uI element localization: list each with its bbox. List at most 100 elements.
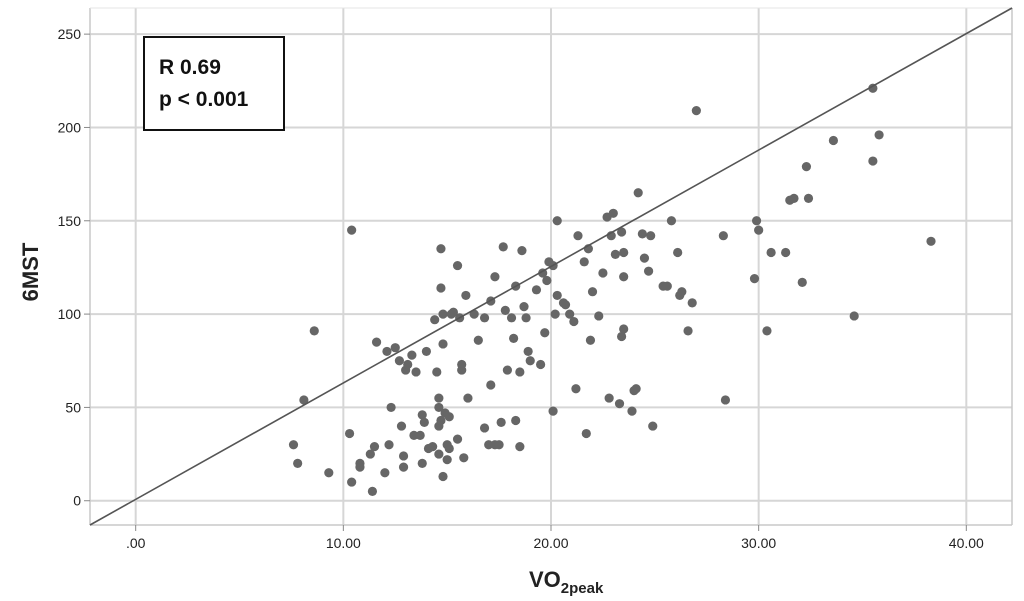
data-point <box>390 343 400 353</box>
data-point <box>560 300 571 310</box>
data-point <box>610 249 620 259</box>
data-point <box>639 253 650 263</box>
data-point <box>421 346 432 357</box>
data-point <box>587 287 598 297</box>
data-point <box>579 257 589 267</box>
data-point <box>288 440 299 450</box>
x-tick-label: 40.00 <box>949 535 984 551</box>
data-point <box>434 402 444 413</box>
data-point <box>573 231 583 241</box>
data-point <box>617 331 627 342</box>
data-point <box>523 346 533 357</box>
data-point <box>749 274 760 284</box>
y-axis-title: 6MST <box>18 242 43 301</box>
data-point <box>479 423 490 433</box>
grid-lines <box>90 8 1012 525</box>
data-point <box>407 350 417 360</box>
x-tick-label: 30.00 <box>741 535 776 551</box>
data-point <box>344 428 355 439</box>
data-point <box>490 272 500 282</box>
data-point <box>498 242 508 252</box>
data-point <box>666 216 677 226</box>
data-point <box>384 440 394 450</box>
data-point <box>324 468 334 478</box>
data-point <box>309 326 319 336</box>
data-point <box>519 302 529 312</box>
data-point <box>452 260 463 271</box>
data-point <box>496 417 506 427</box>
data-point <box>502 365 512 375</box>
data-point <box>461 290 471 301</box>
statistics-annotation-box: R 0.69 p < 0.001 <box>143 36 285 131</box>
data-point <box>619 247 629 258</box>
data-point <box>415 430 425 441</box>
data-point <box>542 275 552 286</box>
data-point <box>398 462 409 472</box>
data-point <box>463 393 473 403</box>
data-point <box>419 417 429 427</box>
data-point <box>382 346 392 357</box>
data-point <box>500 305 510 315</box>
data-point <box>565 309 575 319</box>
y-tick-labels: 0 50 100 150 200 250 <box>58 26 82 509</box>
data-point <box>380 468 390 478</box>
data-point <box>585 335 596 345</box>
data-point <box>594 311 604 321</box>
data-point <box>619 324 629 334</box>
data-points <box>288 83 936 497</box>
data-point <box>789 193 799 203</box>
x-tick-labels: .00 10.00 20.00 30.00 40.00 <box>126 535 984 551</box>
data-point <box>444 412 454 422</box>
data-point <box>473 335 483 345</box>
data-point <box>751 216 762 226</box>
data-point <box>494 440 504 450</box>
correlation-r-label: R 0.69 <box>159 56 221 79</box>
data-point <box>718 231 728 241</box>
data-point <box>438 309 448 319</box>
data-point <box>691 106 701 116</box>
data-point <box>762 326 772 336</box>
data-point <box>398 451 409 461</box>
data-point <box>293 458 303 469</box>
data-point <box>926 236 936 246</box>
data-point <box>517 246 527 256</box>
data-point <box>506 313 517 323</box>
data-point <box>646 231 656 241</box>
data-point <box>521 313 531 323</box>
data-point <box>797 277 807 287</box>
data-point <box>720 395 731 405</box>
data-point <box>347 225 357 235</box>
data-point <box>469 309 479 319</box>
y-tick-label: 200 <box>58 119 82 135</box>
y-tick-label: 50 <box>65 399 81 415</box>
data-point <box>436 244 446 254</box>
data-point <box>581 428 591 439</box>
data-point <box>673 247 683 258</box>
data-point <box>548 406 558 416</box>
data-point <box>442 455 452 465</box>
data-point <box>347 477 357 487</box>
data-point <box>604 393 614 403</box>
data-point <box>448 307 459 317</box>
x-tick-label: 10.00 <box>326 535 361 551</box>
data-point <box>683 326 693 336</box>
data-point <box>648 421 658 431</box>
data-point <box>569 316 579 327</box>
data-point <box>386 402 396 413</box>
data-point <box>394 356 405 366</box>
x-axis-title-main: VO <box>529 567 561 592</box>
data-point <box>365 449 375 459</box>
data-point <box>411 367 421 377</box>
data-point <box>434 449 444 459</box>
data-point <box>662 281 672 291</box>
data-point <box>299 395 309 405</box>
data-point <box>369 442 380 452</box>
data-point <box>552 216 562 226</box>
reference-line <box>89 7 1013 526</box>
y-tick-label: 0 <box>73 493 81 509</box>
data-point <box>571 384 581 394</box>
y-tick-label: 150 <box>58 213 82 229</box>
data-point <box>428 442 438 452</box>
data-point <box>619 272 629 282</box>
